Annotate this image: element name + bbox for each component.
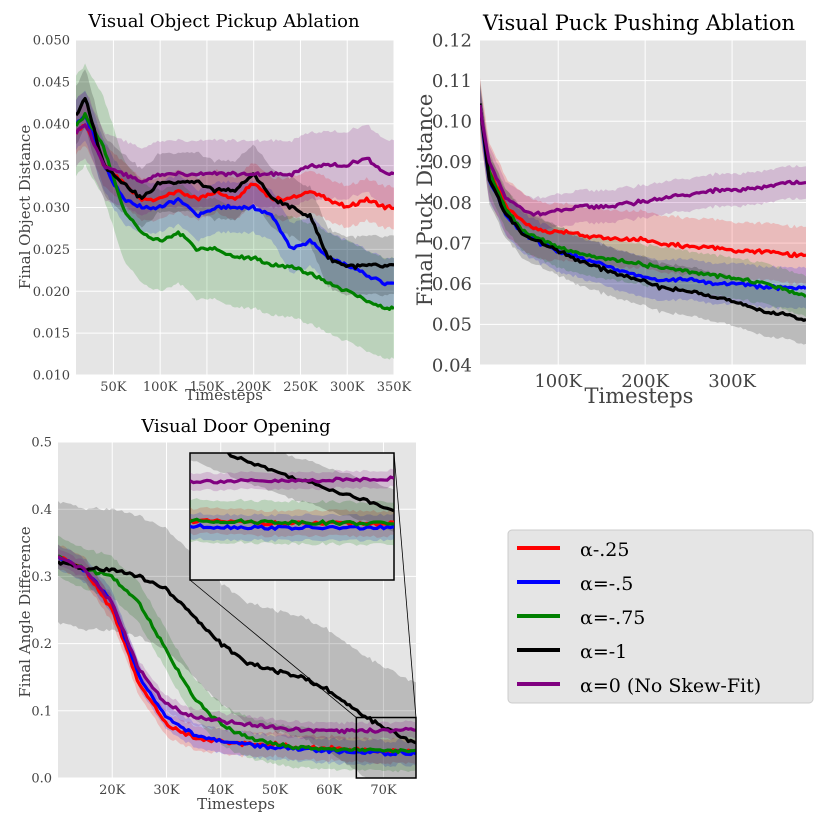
y-tick-label: 0.040 — [33, 117, 70, 132]
x-axis-label: Timesteps — [185, 386, 263, 404]
x-tick-label: 70K — [370, 783, 397, 798]
y-tick-label: 0.050 — [33, 34, 70, 49]
series-band — [76, 69, 394, 298]
series-line — [76, 96, 394, 270]
series-line — [480, 104, 806, 299]
y-tick-label: 0.04 — [432, 355, 472, 376]
series-line — [58, 560, 416, 745]
y-axis-label: Final Puck Distance — [413, 94, 437, 307]
x-tick-label: 100K — [534, 371, 582, 392]
y-tick-label: 0.010 — [33, 369, 70, 384]
legend-label: α=-.75 — [580, 607, 645, 629]
legend-label: α=-.5 — [580, 573, 633, 595]
series-line — [480, 104, 806, 217]
y-tick-label: 0.030 — [33, 201, 70, 216]
legend-label: α=-1 — [580, 641, 627, 663]
y-tick-label: 0.0 — [31, 772, 52, 787]
y-tick-label: 0.5 — [31, 436, 52, 451]
inset-series-band — [190, 453, 394, 532]
series-line — [76, 123, 394, 184]
y-tick-label: 0.06 — [432, 274, 472, 295]
series-band — [76, 63, 394, 360]
inset-series-line — [190, 523, 394, 532]
series-band — [480, 88, 806, 232]
zoom-connector — [393, 452, 417, 718]
series-band — [58, 500, 416, 778]
x-tick-label: 50K — [262, 783, 289, 798]
series-group — [480, 78, 806, 345]
y-tick-label: 0.09 — [432, 152, 472, 173]
x-axis-label: Timesteps — [197, 795, 275, 813]
x-tick-label: 200K — [621, 371, 669, 392]
y-tick-label: 0.4 — [31, 503, 52, 518]
series-line — [76, 112, 394, 311]
inset-series-group — [190, 453, 394, 546]
zoom-connector — [189, 579, 357, 718]
x-tick-label: 350K — [377, 380, 412, 395]
y-tick-label: 0.05 — [432, 315, 472, 336]
x-tick-label: 50K — [100, 380, 127, 395]
chart-object-pickup: Visual Object Pickup Ablation Timesteps … — [16, 11, 412, 404]
y-tick-label: 0.2 — [31, 637, 52, 652]
y-tick-label: 0.1 — [31, 704, 52, 719]
legend-box — [507, 529, 814, 704]
y-tick-label: 0.020 — [33, 285, 70, 300]
inset-background — [189, 452, 395, 581]
x-tick-label: 20K — [99, 783, 126, 798]
y-tick-label: 0.025 — [33, 243, 70, 258]
chart-title: Visual Object Pickup Ablation — [87, 11, 360, 32]
y-tick-label: 0.045 — [33, 75, 70, 90]
grid-lines — [480, 39, 806, 366]
y-tick-label: 0.10 — [432, 112, 472, 133]
chart-title: Visual Door Opening — [140, 416, 330, 437]
y-axis-label: Final Object Distance — [16, 125, 34, 290]
x-axis-label: Timesteps — [585, 384, 694, 408]
x-tick-label: 100K — [143, 380, 178, 395]
chart-title: Visual Puck Pushing Ablation — [482, 11, 795, 35]
inset-series-line — [221, 453, 394, 513]
x-tick-label: 250K — [283, 380, 318, 395]
series-band — [480, 84, 806, 318]
series-group — [76, 63, 394, 360]
y-tick-label: 0.07 — [432, 233, 472, 254]
inset-chart — [189, 452, 395, 581]
inset-series-line — [190, 475, 394, 485]
x-tick-label: 30K — [153, 783, 180, 798]
x-tick-label: 150K — [190, 380, 225, 395]
y-tick-label: 0.3 — [31, 570, 52, 585]
chart-door-opening: Visual Door Opening Timesteps Final Angl… — [16, 416, 417, 813]
y-tick-label: 0.035 — [33, 159, 70, 174]
y-tick-label: 0.12 — [432, 30, 472, 51]
zoom-box — [355, 716, 417, 779]
chart-puck-pushing: Visual Puck Pushing Ablation Timesteps F… — [413, 11, 806, 408]
y-tick-label: 0.11 — [432, 71, 472, 92]
x-tick-label: 200K — [236, 380, 271, 395]
inset-series-line — [190, 517, 394, 527]
y-axis-label: Final Angle Difference — [16, 526, 34, 697]
legend-label: α=0 (No Skew-Fit) — [580, 675, 761, 697]
x-tick-label: 300K — [330, 380, 365, 395]
y-tick-label: 0.08 — [432, 193, 472, 214]
legend: α-.25 α=-.5 α=-.75 α=-1 α=0 (No Skew-Fit… — [507, 529, 814, 704]
x-tick-label: 40K — [208, 783, 235, 798]
y-tick-label: 0.015 — [33, 327, 70, 342]
series-line — [480, 106, 806, 259]
x-tick-label: 60K — [316, 783, 343, 798]
series-line — [480, 103, 806, 322]
legend-label: α-.25 — [580, 539, 629, 561]
x-tick-label: 300K — [708, 371, 756, 392]
